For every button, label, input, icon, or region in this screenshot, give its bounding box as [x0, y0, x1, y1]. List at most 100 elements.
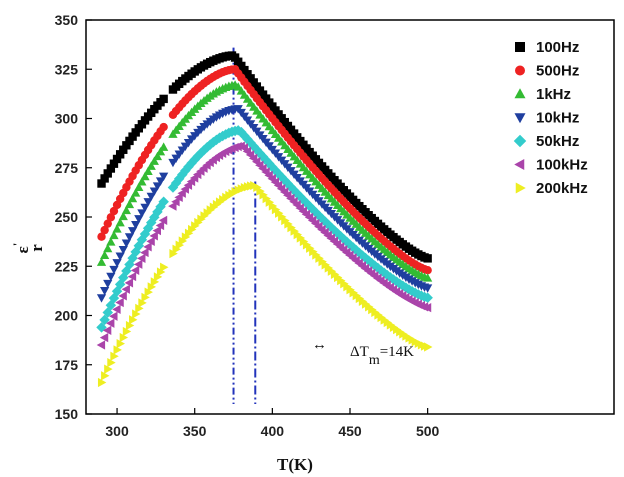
- data-point: [158, 196, 169, 207]
- data-point: [127, 271, 137, 282]
- data-point: [118, 211, 128, 221]
- legend-item: 1kHz: [514, 86, 571, 103]
- data-point: [121, 205, 131, 215]
- data-point: [122, 326, 132, 337]
- data-point: [143, 242, 152, 252]
- series-500Hz: [97, 65, 432, 275]
- y-axis-title-symbol: ε: [13, 246, 32, 253]
- data-point: [159, 142, 169, 151]
- legend-label: 10kHz: [536, 110, 579, 127]
- data-point: [133, 259, 143, 269]
- data-point: [127, 193, 138, 203]
- data-point: [132, 309, 141, 319]
- data-point: [112, 259, 122, 268]
- legend-label: 1kHz: [536, 86, 571, 103]
- data-point: [127, 227, 138, 236]
- series-100Hz: [97, 51, 432, 263]
- data-point: [147, 282, 157, 292]
- data-point: [159, 172, 169, 181]
- data-point: [146, 192, 156, 202]
- data-point: [103, 219, 112, 228]
- data-point: [103, 279, 113, 289]
- series-200kHz: [97, 180, 433, 388]
- y-tick-label: 150: [55, 406, 79, 422]
- data-point: [155, 220, 165, 231]
- data-point: [141, 292, 150, 303]
- data-point: [110, 351, 119, 361]
- data-point: [149, 156, 159, 165]
- data-point: [424, 342, 433, 352]
- data-point: [160, 262, 169, 272]
- data-point: [140, 171, 150, 181]
- legend-item: 100kHz: [514, 157, 588, 174]
- data-point: [140, 247, 149, 258]
- data-point: [175, 240, 185, 250]
- legend-label: 50kHz: [536, 133, 579, 150]
- data-point: [130, 265, 140, 275]
- data-point: [115, 252, 125, 261]
- series-100kHz: [96, 141, 432, 350]
- legend-label: 200kHz: [536, 180, 588, 197]
- data-point: [96, 294, 107, 303]
- y-tick-label: 225: [55, 258, 79, 274]
- data-point: [101, 371, 110, 381]
- data-point: [156, 267, 166, 277]
- x-tick-label: 500: [416, 423, 440, 439]
- legend: 100Hz 500Hz 1kHz 10kHz 50kHz 100kHz 200kHz: [513, 39, 588, 197]
- data-point: [422, 303, 432, 313]
- data-point: [131, 221, 141, 230]
- legend-marker: [514, 159, 525, 170]
- x-tick-label: 300: [105, 423, 129, 439]
- data-point: [149, 187, 159, 196]
- y-axis-title: ε' r: [10, 243, 46, 254]
- data-point: [129, 315, 138, 325]
- legend-item: 200kHz: [515, 180, 588, 197]
- data-point: [149, 231, 158, 241]
- delta-tm-main: ΔT: [350, 344, 369, 360]
- y-tick-label: 300: [55, 111, 79, 127]
- data-point: [97, 377, 107, 388]
- legend-marker: [515, 65, 525, 76]
- data-point: [152, 182, 163, 191]
- data-point: [100, 286, 110, 296]
- x-tick-label: 350: [183, 423, 207, 439]
- data-point: [134, 215, 144, 224]
- peak-guide-lines: [232, 47, 257, 404]
- data-point: [138, 298, 147, 308]
- data-point: [146, 236, 155, 246]
- data-point: [172, 244, 181, 254]
- y-axis-title-prime: ': [10, 243, 25, 247]
- series-layer: [96, 51, 433, 388]
- y-tick-label: 350: [55, 12, 79, 28]
- x-axis-title: T(K): [277, 455, 313, 474]
- data-point: [152, 225, 162, 236]
- data-point: [137, 253, 146, 263]
- data-point: [107, 357, 116, 368]
- data-point: [112, 304, 121, 314]
- data-point: [115, 297, 124, 308]
- data-point: [155, 146, 166, 156]
- data-point: [124, 233, 135, 242]
- legend-marker: [514, 88, 526, 99]
- legend-marker: [515, 182, 526, 194]
- data-point: [423, 265, 432, 275]
- data-point: [96, 257, 107, 266]
- delta-tm-value: =14K: [380, 344, 414, 360]
- data-point: [100, 250, 110, 260]
- series-1kHz: [96, 80, 433, 282]
- data-point: [146, 161, 156, 170]
- data-point: [159, 122, 168, 132]
- data-point: [131, 188, 141, 197]
- data-point: [168, 201, 177, 211]
- data-point: [106, 272, 116, 282]
- data-point: [137, 209, 147, 218]
- data-point: [134, 182, 144, 192]
- data-point: [119, 332, 129, 343]
- y-tick-label: 250: [55, 209, 79, 225]
- data-point: [106, 237, 116, 246]
- x-tick-label: 450: [338, 423, 362, 439]
- legend-marker: [515, 42, 525, 52]
- data-point: [109, 311, 118, 321]
- data-point: [423, 273, 433, 282]
